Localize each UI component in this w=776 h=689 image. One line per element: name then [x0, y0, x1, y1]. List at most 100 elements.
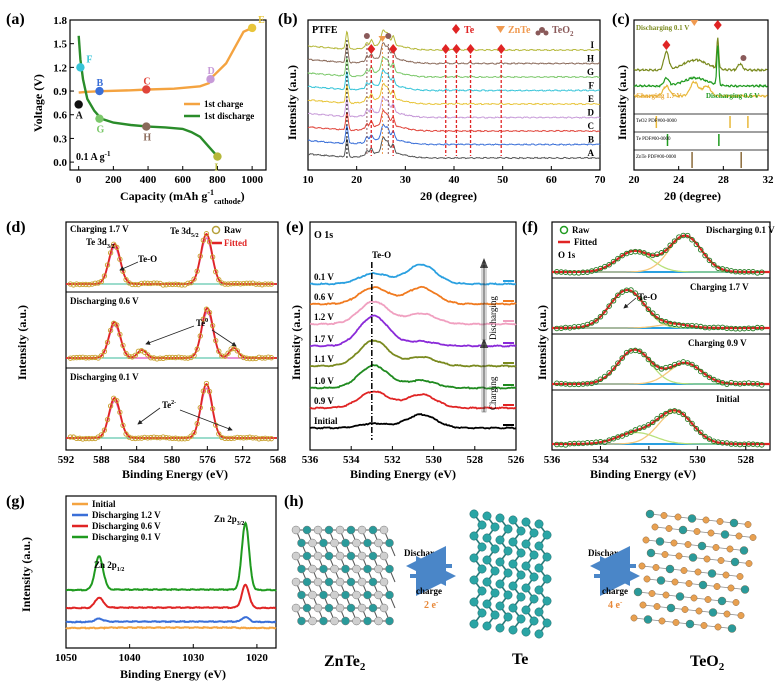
- f-raw-point-2-34: [702, 371, 708, 378]
- teo2-atom-7-6: [723, 610, 731, 618]
- f-raw-point-2-23: [654, 364, 660, 370]
- g-trace-1: [65, 616, 277, 624]
- h-left-charge: charge: [416, 586, 442, 596]
- f-raw-point-1-11: [602, 309, 608, 316]
- d-raw-point-2-27: [151, 434, 157, 440]
- te-atom-3-1: [516, 526, 526, 536]
- d-raw-point-2-41: [194, 420, 200, 427]
- d-raw-point-1-33: [169, 354, 176, 361]
- e-xtick-label-5: 526: [508, 454, 525, 466]
- g-legend-label-2: Discharging 0.6 V: [92, 521, 161, 531]
- d-fit-1: [66, 306, 278, 359]
- panel-e-discharging: Discharging: [488, 296, 498, 340]
- teo2-atom-0-0: [645, 509, 655, 519]
- d-raw-point-2-33: [169, 435, 176, 442]
- d-raw-point-0-18: [123, 277, 129, 283]
- a-ytick-label-3: 0.9: [53, 86, 67, 98]
- panel-a-series: [77, 26, 253, 158]
- panel-f-ticks: 536 534 532 530 528: [544, 446, 755, 466]
- panel-a: (a) 0 200 400 600 800 1000 0.0 0.3 0.6 0.9 1.2 1.5 1…: [6, 11, 267, 206]
- legend-f-raw: Raw: [572, 225, 590, 235]
- teo2-atom-6-7: [732, 599, 740, 606]
- g-legend-label-0: Initial: [92, 499, 116, 509]
- f-raw-point-1-13: [610, 298, 617, 304]
- d-raw-point-2-44: [203, 380, 210, 387]
- teo2-atom-3-0: [646, 548, 656, 558]
- legend-f-fitted: Fitted: [574, 237, 597, 247]
- teo2-marker-icon: [535, 27, 549, 36]
- panel-a-ticks: 0 200 400 600 800 1000 0.0 0.3 0.6 0.9 1.2 1.5 1.8: [53, 15, 263, 186]
- znte-atom-6-7: [368, 603, 378, 613]
- f-raw-point-2-33: [697, 368, 704, 375]
- d-raw-point-2-32: [166, 435, 173, 441]
- d-raw-point-0-31: [163, 282, 169, 288]
- f-raw-point-3-20: [641, 424, 647, 430]
- panel-d-te-o: Te-O: [138, 254, 157, 264]
- f-raw-2: [554, 347, 765, 388]
- teo2-atom-3-6: [730, 557, 740, 567]
- teo2-atom-3-5: [717, 557, 725, 564]
- panel-b-ylabel: Intensity (a.u.): [285, 65, 299, 140]
- d-raw-point-2-48: [216, 431, 222, 437]
- te-atom-0-5: [477, 564, 487, 574]
- znte-atom-7-5: [352, 616, 361, 626]
- d-raw-point-2-50: [222, 435, 228, 442]
- znte-atom-2-8: [379, 551, 389, 561]
- f-raw-point-0-32: [693, 241, 700, 248]
- znte-atom-5-0: [297, 590, 306, 600]
- d-raw-point-1-41: [194, 346, 200, 352]
- teo2-atom-0-7: [744, 521, 752, 528]
- d-raw-point-1-13: [107, 327, 114, 334]
- a-point-label-B: B: [96, 78, 103, 89]
- panel-a-rate: 0.1 A g-1: [76, 150, 111, 163]
- teo2-atom-0-6: [729, 518, 739, 528]
- panel-d-label: (d): [6, 219, 26, 236]
- f-raw-point-1-15: [619, 289, 625, 295]
- e-trace-1: [309, 390, 517, 410]
- f-raw-point-1-14: [615, 292, 621, 298]
- teo2-atom-0-1: [660, 512, 668, 519]
- c-xtick-label-1: 24: [673, 174, 685, 186]
- d-raw-point-2-34: [172, 435, 179, 441]
- panel-f-sub-0-title: Discharging 0.1 V: [706, 225, 775, 235]
- teo2-atom-3-1: [661, 551, 669, 558]
- b-trace-G: [307, 56, 600, 79]
- f-raw-point-0-11: [602, 263, 608, 270]
- d-raw-point-0-11: [101, 273, 108, 279]
- znte-atom-3-8: [385, 564, 394, 574]
- d-raw-point-0-53: [231, 280, 237, 287]
- d-fit-2: [66, 382, 278, 439]
- znte-atom-7-7: [374, 616, 383, 626]
- d-raw-point-1-30: [160, 355, 166, 361]
- znte-atom-1-4: [341, 538, 350, 548]
- teo2-atom-8-2: [658, 617, 666, 625]
- d-raw-point-1-62: [259, 355, 265, 361]
- znte-atom-2-5: [346, 551, 356, 561]
- c-teo2-marker-0: [740, 55, 747, 61]
- f-raw-point-2-21: [645, 356, 652, 363]
- te-atom-3-2: [508, 537, 518, 547]
- teo2-atom-6-2: [662, 591, 670, 599]
- te-atom-5-0: [534, 519, 544, 529]
- e-xtick-label-3: 530: [425, 454, 442, 466]
- teo2-atom-7-5: [708, 608, 718, 617]
- teo2-atom-1-1: [665, 525, 673, 532]
- f-raw-point-3-35: [706, 436, 713, 442]
- a-xtick-label-4: 800: [209, 174, 226, 186]
- d-raw-point-1-54: [234, 348, 241, 354]
- d-component-2: [66, 387, 278, 439]
- f-raw-point-2-12: [606, 370, 612, 376]
- znte-atom-4-4: [335, 577, 345, 587]
- f-raw-point-0-31: [689, 236, 695, 243]
- panel-d: (d) 592 588 584 580 576 572 568 Charging 1.7 V…: [6, 219, 287, 481]
- d-raw-point-2-18: [123, 431, 129, 437]
- d-raw-point-1-47: [213, 338, 219, 344]
- f-raw-point-1-47: [759, 325, 765, 331]
- panel-f-label: (f): [522, 219, 538, 236]
- d-raw-point-2-17: [120, 422, 126, 428]
- panel-d-te-o-arrow: [119, 261, 139, 271]
- teo2-atom-7-2: [666, 603, 676, 613]
- b-znte-marker-0: [378, 36, 387, 42]
- a-xtick-label-5: 1000: [241, 174, 264, 186]
- panel-d-sub-1-title: Discharging 0.6 V: [70, 296, 139, 306]
